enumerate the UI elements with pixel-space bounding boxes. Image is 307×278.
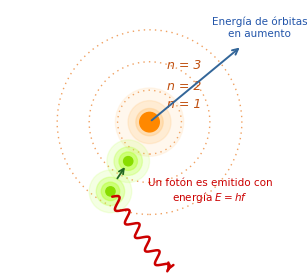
Text: n = 3: n = 3	[167, 59, 202, 72]
Text: n = 2: n = 2	[167, 80, 202, 93]
Circle shape	[96, 177, 125, 206]
Circle shape	[140, 112, 159, 132]
Circle shape	[136, 108, 163, 136]
Circle shape	[128, 101, 171, 144]
Text: Un fotón es emitido con
energía $E = hf$: Un fotón es emitido con energía $E = hf$	[148, 178, 272, 205]
Circle shape	[107, 140, 150, 182]
Text: n = 1: n = 1	[167, 98, 202, 111]
Circle shape	[101, 182, 120, 201]
Circle shape	[106, 187, 115, 196]
Circle shape	[119, 152, 138, 170]
Circle shape	[115, 88, 184, 156]
Circle shape	[114, 147, 142, 175]
Text: Energía de órbitas
en aumento: Energía de órbitas en aumento	[212, 17, 307, 39]
Circle shape	[89, 170, 132, 213]
Circle shape	[124, 157, 133, 166]
